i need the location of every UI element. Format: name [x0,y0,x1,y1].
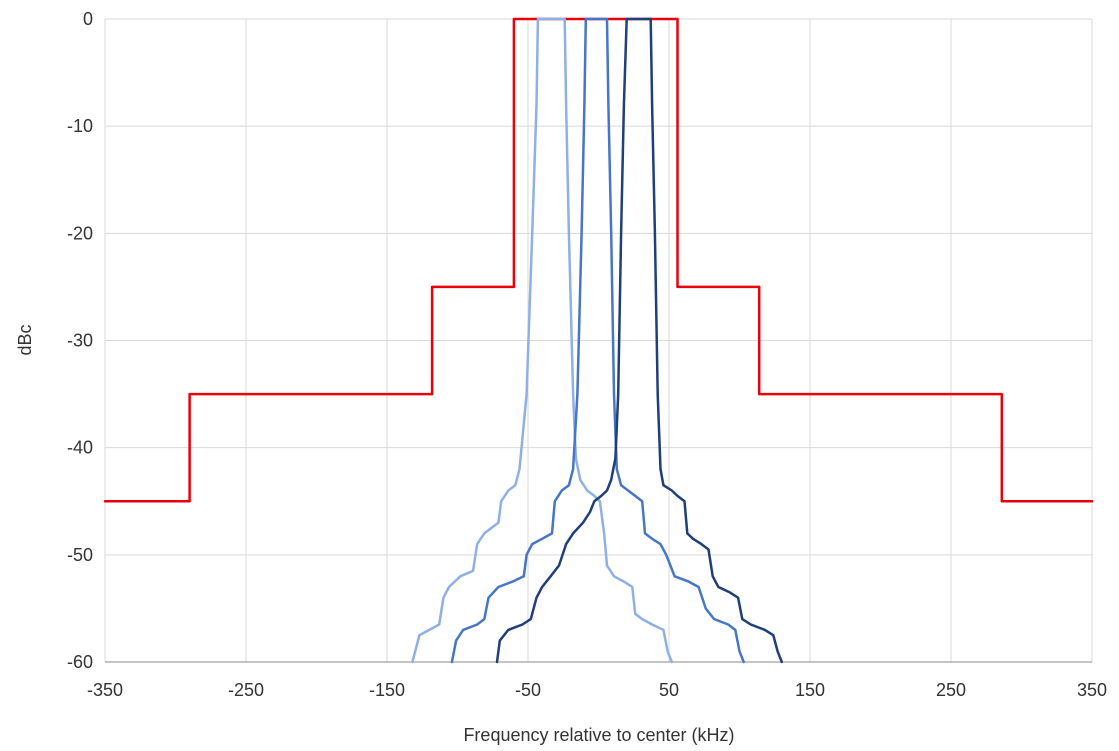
y-tick-label: -30 [67,331,93,351]
x-tick-label: -150 [369,680,405,700]
y-tick-label: -50 [67,545,93,565]
x-axis: -350 -250 -150 -50 50 150 250 350 [87,680,1107,700]
x-tick-label: 50 [659,680,679,700]
grid [104,18,1093,663]
series-line-1 [103,17,1094,503]
y-tick-label: 0 [83,9,93,29]
series-line-2 [411,17,674,664]
series-line-3 [450,17,745,664]
x-tick-label: -250 [228,680,264,700]
x-tick-label: -350 [87,680,123,700]
y-tick-label: -40 [67,438,93,458]
x-tick-label: 350 [1077,680,1107,700]
x-tick-label: -50 [515,680,541,700]
y-tick-label: -10 [67,116,93,136]
x-tick-label: 150 [795,680,825,700]
y-axis-title: dBc [15,324,35,355]
x-tick-label: 250 [936,680,966,700]
series-line-4 [495,17,784,664]
y-tick-label: -60 [67,652,93,672]
series-group [103,17,1094,664]
y-tick-label: -20 [67,223,93,243]
y-axis: 0 -10 -20 -30 -40 -50 -60 [67,9,93,672]
x-axis-title: Frequency relative to center (kHz) [463,725,734,745]
